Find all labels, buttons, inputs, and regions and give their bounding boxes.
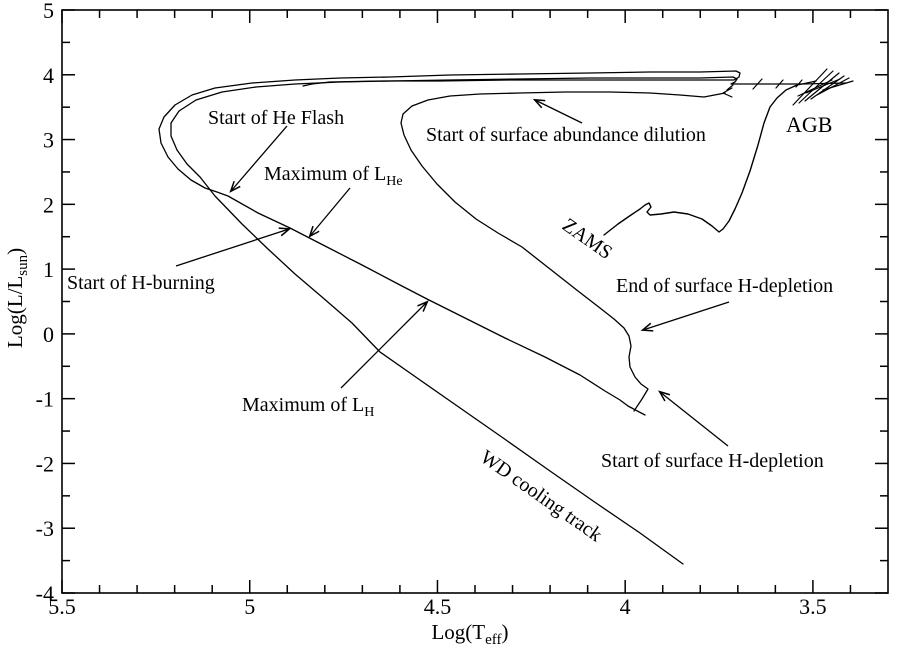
y-axis-title-main: Log(L/L	[3, 276, 27, 348]
x-axis-title: Log(Teff)	[431, 620, 508, 648]
start-of-surface-h-depletion-text: Start of surface H-depletion	[601, 450, 824, 472]
x-tick-label: 4.5	[424, 594, 452, 619]
x-tick-label: 4	[620, 594, 631, 619]
agb-label-text: AGB	[786, 112, 832, 137]
y-axis-title-subscript: sun	[15, 254, 31, 275]
x-axis-title-close: )	[502, 620, 509, 644]
y-tick-label: 5	[43, 0, 54, 23]
x-axis-title-main: Log(T	[431, 620, 485, 644]
y-tick-label: -1	[36, 387, 54, 412]
start-of-surface-abundance-dilution-text: Start of surface abundance dilution	[426, 124, 706, 146]
pre-agb-track	[603, 80, 817, 236]
end-of-surface-h-depletion-text: End of surface H-depletion	[616, 275, 833, 297]
track-wiggle-mark	[775, 79, 784, 89]
agb-pulse-stroke	[822, 80, 854, 91]
start-of-surface-abundance-dilution-label: Start of surface abundance dilution	[426, 124, 706, 146]
x-axis-title-subscript: eff	[485, 632, 501, 648]
track-arrow-mark	[722, 87, 733, 98]
y-tick-label: 1	[43, 257, 54, 282]
agb-departure-wd-cooling	[170, 76, 847, 565]
zams-label-text: ZAMS	[558, 214, 616, 264]
start-he-flash-arrow	[231, 125, 288, 191]
start-he-flash-label: Start of He Flash	[208, 107, 344, 129]
y-tick-label: 4	[43, 63, 54, 88]
y-tick-label: -4	[36, 581, 54, 606]
end-of-surface-h-depletion-arrow	[643, 301, 730, 330]
x-tick-label: 3.5	[799, 594, 827, 619]
heflash-loop	[158, 70, 741, 416]
maximum-of-lhe-text: Maximum of LHe	[264, 163, 403, 189]
y-tick-label: 0	[43, 322, 54, 347]
end-of-surface-h-depletion-label: End of surface H-depletion	[616, 275, 833, 297]
start-he-flash-text: Start of He Flash	[208, 107, 344, 129]
y-tick-label: -3	[36, 516, 54, 541]
x-tick-label: 5.5	[48, 594, 76, 619]
agb-pulse-stroke	[792, 68, 828, 106]
fold-connector	[726, 84, 734, 91]
maximum-of-lhe-subscript: He	[386, 174, 402, 189]
track-wiggle-mark	[795, 79, 803, 88]
start-of-surface-h-depletion-arrow	[660, 392, 729, 447]
y-tick-label: -2	[36, 451, 54, 476]
y-axis-title: Log(L/Lsun)	[3, 248, 31, 348]
start-of-h-burning-text: Start of H-burning	[67, 272, 215, 294]
maximum-of-lh-subscript: H	[364, 405, 374, 420]
agb-pulse-stroke	[797, 79, 833, 97]
zams-label-label: ZAMS	[558, 214, 616, 264]
maximum-of-lh-label: Maximum of L	[242, 394, 364, 416]
dilution-return	[400, 91, 726, 412]
start-of-h-burning-label: Start of H-burning	[67, 272, 215, 294]
y-tick-label: 3	[43, 128, 54, 153]
start-of-h-burning-arrow	[175, 229, 289, 267]
agb-label-label: AGB	[786, 112, 832, 137]
maximum-of-lhe-arrow	[310, 187, 351, 236]
start-of-surface-h-depletion-label: Start of surface H-depletion	[601, 450, 824, 472]
x-tick-label: 5	[244, 594, 255, 619]
maximum-of-lhe-label: Maximum of L	[264, 163, 386, 185]
y-tick-label: 2	[43, 192, 54, 217]
agb-pulse-stroke	[805, 78, 841, 94]
y-axis-title-close: )	[3, 248, 27, 255]
track-wiggle-mark	[752, 78, 763, 90]
plot-frame	[61, 9, 889, 594]
maximum-of-lh-arrow	[340, 302, 427, 389]
start-of-surface-abundance-dilution-arrow	[535, 100, 583, 124]
maximum-of-lh-text: Maximum of LH	[242, 394, 374, 420]
